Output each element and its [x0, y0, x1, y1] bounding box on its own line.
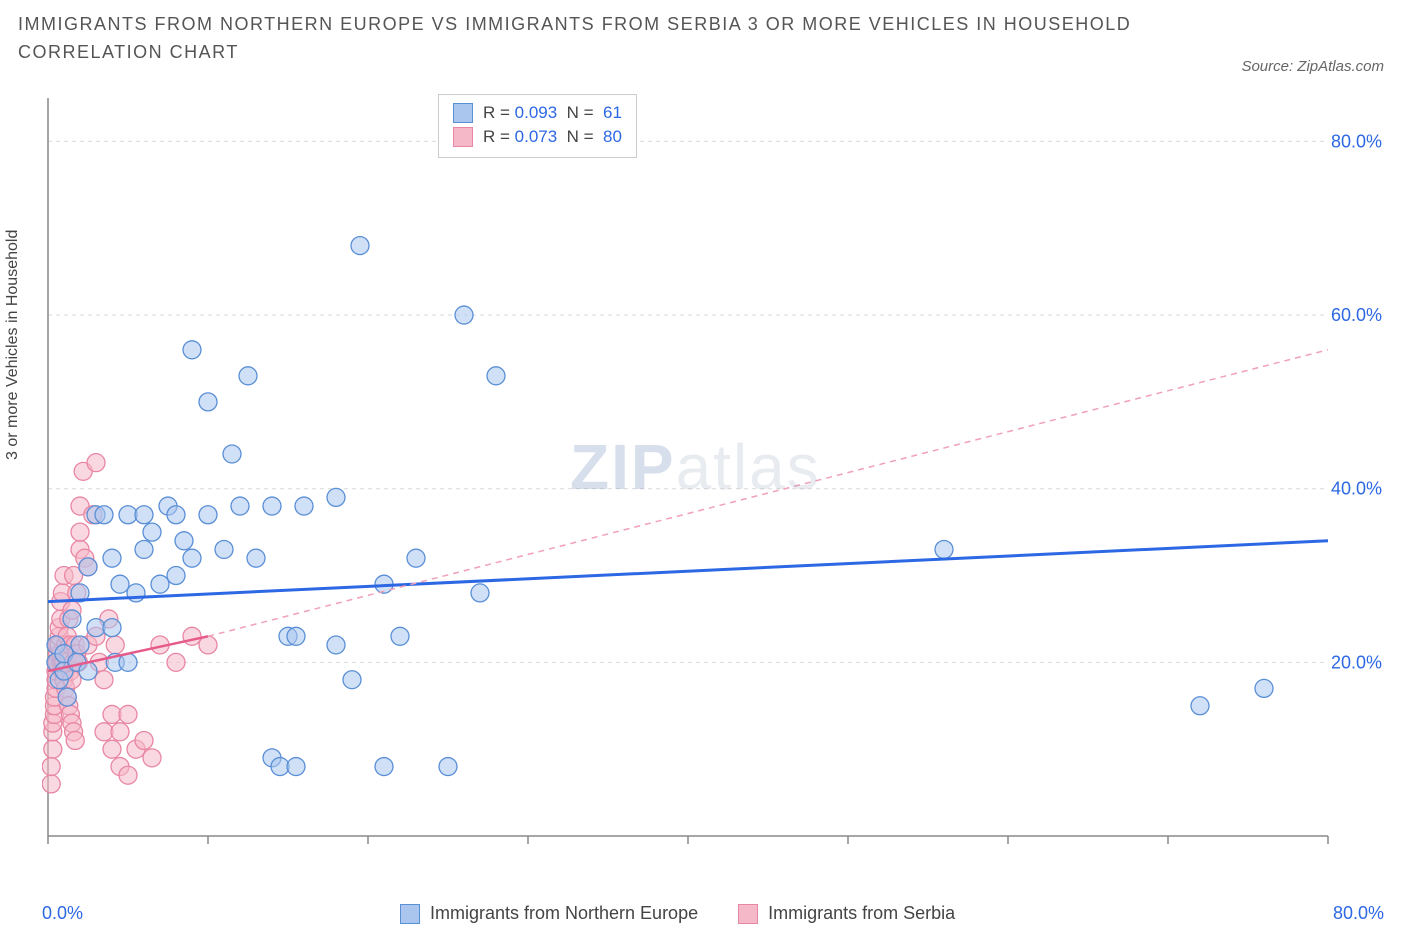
source-attribution: Source: ZipAtlas.com [1241, 58, 1384, 75]
x-axis-max-label: 80.0% [1333, 903, 1384, 924]
legend-row-pink: R = 0.073 N = 80 [453, 125, 622, 149]
x-axis-min-label: 0.0% [42, 903, 83, 924]
svg-text:40.0%: 40.0% [1331, 479, 1382, 499]
chart-title: IMMIGRANTS FROM NORTHERN EUROPE VS IMMIG… [18, 10, 1138, 66]
r-value-pink: 0.073 [515, 127, 558, 146]
legend-bottom: Immigrants from Northern Europe Immigran… [400, 903, 955, 924]
svg-text:80.0%: 80.0% [1331, 131, 1382, 151]
svg-text:60.0%: 60.0% [1331, 305, 1382, 325]
swatch-pink-icon [738, 904, 758, 924]
y-axis-label: 3 or more Vehicles in Household [4, 230, 22, 460]
legend-row-blue: R = 0.093 N = 61 [453, 101, 622, 125]
legend-item-pink: Immigrants from Serbia [738, 903, 955, 924]
r-value-blue: 0.093 [515, 103, 558, 122]
n-value-pink: 80 [603, 127, 622, 146]
svg-text:20.0%: 20.0% [1331, 652, 1382, 672]
swatch-blue-icon [400, 904, 420, 924]
legend-label-pink: Immigrants from Serbia [768, 903, 955, 924]
legend-item-blue: Immigrants from Northern Europe [400, 903, 698, 924]
n-value-blue: 61 [603, 103, 622, 122]
scatter-plot: 20.0% 40.0% 60.0% 80.0% [42, 92, 1388, 872]
legend-stats-box: R = 0.093 N = 61 R = 0.073 N = 80 [438, 94, 637, 158]
swatch-blue [453, 103, 473, 123]
legend-label-blue: Immigrants from Northern Europe [430, 903, 698, 924]
swatch-pink [453, 127, 473, 147]
